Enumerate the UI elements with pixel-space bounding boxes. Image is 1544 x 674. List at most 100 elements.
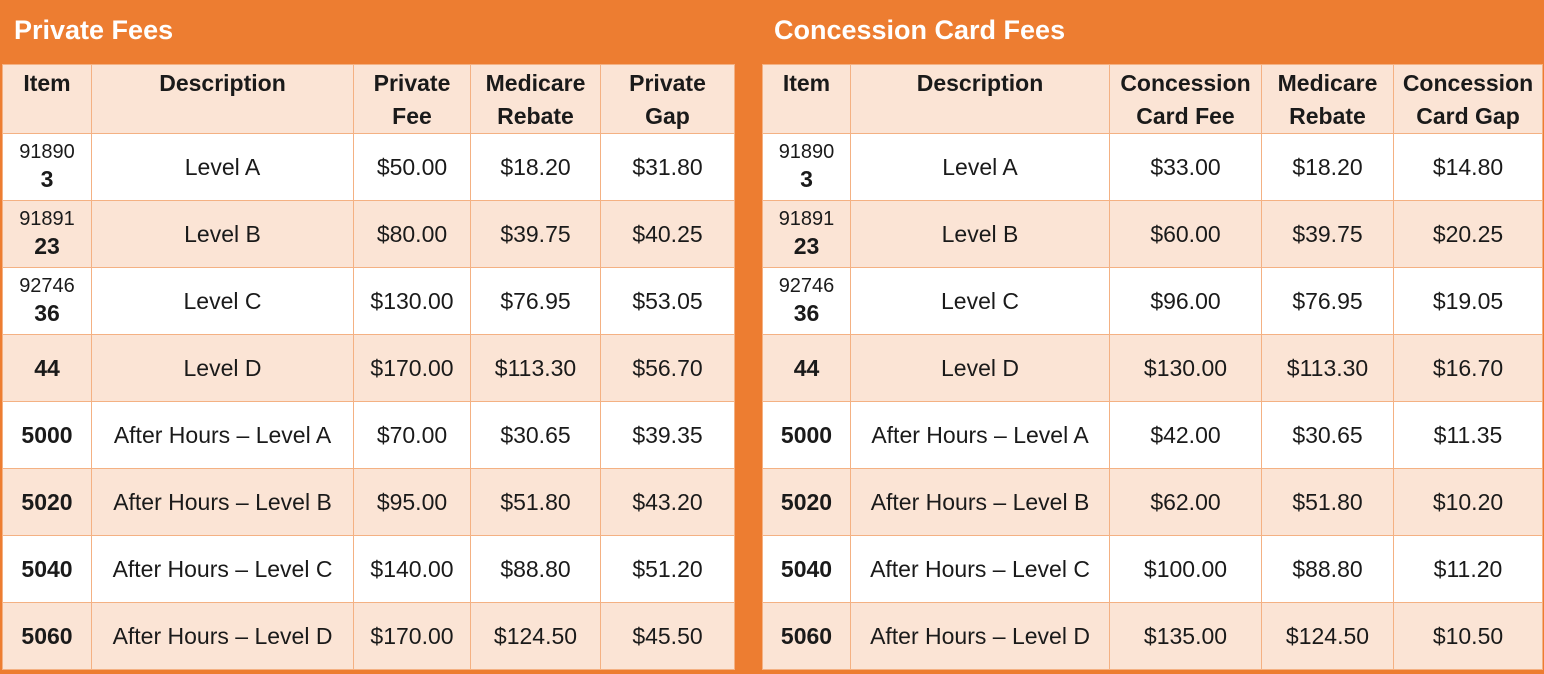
rebate-cell: $51.80 xyxy=(470,468,601,536)
fee-cell: $80.00 xyxy=(353,200,471,268)
gap-cell: $31.80 xyxy=(600,133,735,201)
description-cell: After Hours – Level B xyxy=(850,468,1110,536)
concession-fees-title: Concession Card Fees xyxy=(774,15,1066,45)
table-row: 5020 After Hours – Level B $95.00 $51.80 $43… xyxy=(2,468,735,536)
col-gap-header: Private Gap xyxy=(600,64,735,134)
table-row: 5040 After Hours – Level C $140.00 $88.80 $5… xyxy=(2,535,735,603)
gap-cell: $43.20 xyxy=(600,468,735,536)
private-fees-table: Item Description Private Fee Medicare Reba… xyxy=(2,64,735,670)
col-rebate-header: Medicare Rebate xyxy=(1261,64,1394,134)
item-number-suffix: 23 xyxy=(34,233,60,259)
table-row: 5060 After Hours – Level D $135.00 $124.50 $… xyxy=(762,602,1543,670)
item-number-cell: 5000 xyxy=(2,401,92,469)
gap-cell: $11.35 xyxy=(1393,401,1543,469)
fee-cell: $95.00 xyxy=(353,468,471,536)
item-number-prefix: 91890 xyxy=(19,141,75,163)
col-description-header: Description xyxy=(850,64,1110,134)
item-number-suffix: 36 xyxy=(34,300,60,326)
table-row: 44 Level D $130.00 $113.30 $16.70 xyxy=(762,334,1543,402)
description-cell: Level A xyxy=(91,133,354,201)
rebate-cell: $124.50 xyxy=(470,602,601,670)
gap-cell: $39.35 xyxy=(600,401,735,469)
item-number-suffix: 3 xyxy=(40,166,54,192)
gap-cell: $20.25 xyxy=(1393,200,1543,268)
description-cell: Level A xyxy=(850,133,1110,201)
table-row: 5000 After Hours – Level A $42.00 $30.65 $11… xyxy=(762,401,1543,469)
description-cell: Level C xyxy=(850,267,1110,335)
concession-fees-table: Item Description Concession Card Fee Medi… xyxy=(762,64,1543,670)
gap-cell: $16.70 xyxy=(1393,334,1543,402)
rebate-cell: $124.50 xyxy=(1261,602,1394,670)
gap-cell: $19.05 xyxy=(1393,267,1543,335)
gap-cell: $10.50 xyxy=(1393,602,1543,670)
rebate-cell: $18.20 xyxy=(1261,133,1394,201)
item-number-cell: 5040 xyxy=(2,535,92,603)
fee-cell: $50.00 xyxy=(353,133,471,201)
col-fee-header: Concession Card Fee xyxy=(1109,64,1262,134)
gap-cell: $14.80 xyxy=(1393,133,1543,201)
item-number-cell: 92746 36 xyxy=(762,267,851,335)
rebate-cell: $113.30 xyxy=(470,334,601,402)
gap-cell: $10.20 xyxy=(1393,468,1543,536)
item-number-cell: 91891 23 xyxy=(2,200,92,268)
table-row: 91891 23 Level B $80.00 $39.75 $40.25 xyxy=(2,200,735,268)
rebate-cell: $76.95 xyxy=(1261,267,1394,335)
fee-cell: $60.00 xyxy=(1109,200,1262,268)
gap-cell: $51.20 xyxy=(600,535,735,603)
fee-cell: $42.00 xyxy=(1109,401,1262,469)
item-number-suffix: 23 xyxy=(793,233,820,259)
item-number-cell: 44 xyxy=(2,334,92,402)
item-number-cell: 44 xyxy=(762,334,851,402)
item-number-prefix: 91891 xyxy=(778,208,835,230)
item-number-cell: 5000 xyxy=(762,401,851,469)
header-row: Item Description Concession Card Fee Medi… xyxy=(762,64,1543,134)
fee-cell: $135.00 xyxy=(1109,602,1262,670)
table-row: 5060 After Hours – Level D $170.00 $124.50 $… xyxy=(2,602,735,670)
rebate-cell: $88.80 xyxy=(1261,535,1394,603)
rebate-cell: $51.80 xyxy=(1261,468,1394,536)
item-number-cell: 91890 3 xyxy=(2,133,92,201)
item-number-cell: 5060 xyxy=(762,602,851,670)
item-number-suffix: 36 xyxy=(793,300,820,326)
fee-cell: $33.00 xyxy=(1109,133,1262,201)
item-number-cell: 5020 xyxy=(762,468,851,536)
item-number-cell: 91891 23 xyxy=(762,200,851,268)
fee-cell: $170.00 xyxy=(353,334,471,402)
fee-cell: $62.00 xyxy=(1109,468,1262,536)
description-cell: After Hours – Level A xyxy=(91,401,354,469)
gap-cell: $40.25 xyxy=(600,200,735,268)
rebate-cell: $30.65 xyxy=(1261,401,1394,469)
rebate-cell: $39.75 xyxy=(470,200,601,268)
header-row: Item Description Private Fee Medicare Reba… xyxy=(2,64,735,134)
gap-cell: $56.70 xyxy=(600,334,735,402)
description-cell: Level D xyxy=(91,334,354,402)
table-row: 91890 3 Level A $33.00 $18.20 $14.80 xyxy=(762,133,1543,201)
fee-cell: $130.00 xyxy=(353,267,471,335)
item-number-cell: 92746 36 xyxy=(2,267,92,335)
gap-cell: $45.50 xyxy=(600,602,735,670)
fee-cell: $100.00 xyxy=(1109,535,1262,603)
fee-cell: $130.00 xyxy=(1109,334,1262,402)
description-cell: Level D xyxy=(850,334,1110,402)
description-cell: After Hours – Level C xyxy=(91,535,354,603)
item-number-cell: 91890 3 xyxy=(762,133,851,201)
table-row: 91890 3 Level A $50.00 $18.20 $31.80 xyxy=(2,133,735,201)
col-item-header: Item xyxy=(2,64,92,134)
rebate-cell: $30.65 xyxy=(470,401,601,469)
item-number-prefix: 92746 xyxy=(778,275,835,297)
description-cell: After Hours – Level C xyxy=(850,535,1110,603)
table-row: 91891 23 Level B $60.00 $39.75 $20.25 xyxy=(762,200,1543,268)
description-cell: Level B xyxy=(850,200,1110,268)
rebate-cell: $18.20 xyxy=(470,133,601,201)
rebate-cell: $88.80 xyxy=(470,535,601,603)
table-row: 5040 After Hours – Level C $100.00 $88.80 $1… xyxy=(762,535,1543,603)
table-row: 5000 After Hours – Level A $70.00 $30.65 $39… xyxy=(2,401,735,469)
rebate-cell: $76.95 xyxy=(470,267,601,335)
table-row: 44 Level D $170.00 $113.30 $56.70 xyxy=(2,334,735,402)
table-row: 5020 After Hours – Level B $62.00 $51.80 $10… xyxy=(762,468,1543,536)
description-cell: Level C xyxy=(91,267,354,335)
description-cell: After Hours – Level D xyxy=(91,602,354,670)
item-number-cell: 5060 xyxy=(2,602,92,670)
fee-cell: $96.00 xyxy=(1109,267,1262,335)
table-row: 92746 36 Level C $96.00 $76.95 $19.05 xyxy=(762,267,1543,335)
